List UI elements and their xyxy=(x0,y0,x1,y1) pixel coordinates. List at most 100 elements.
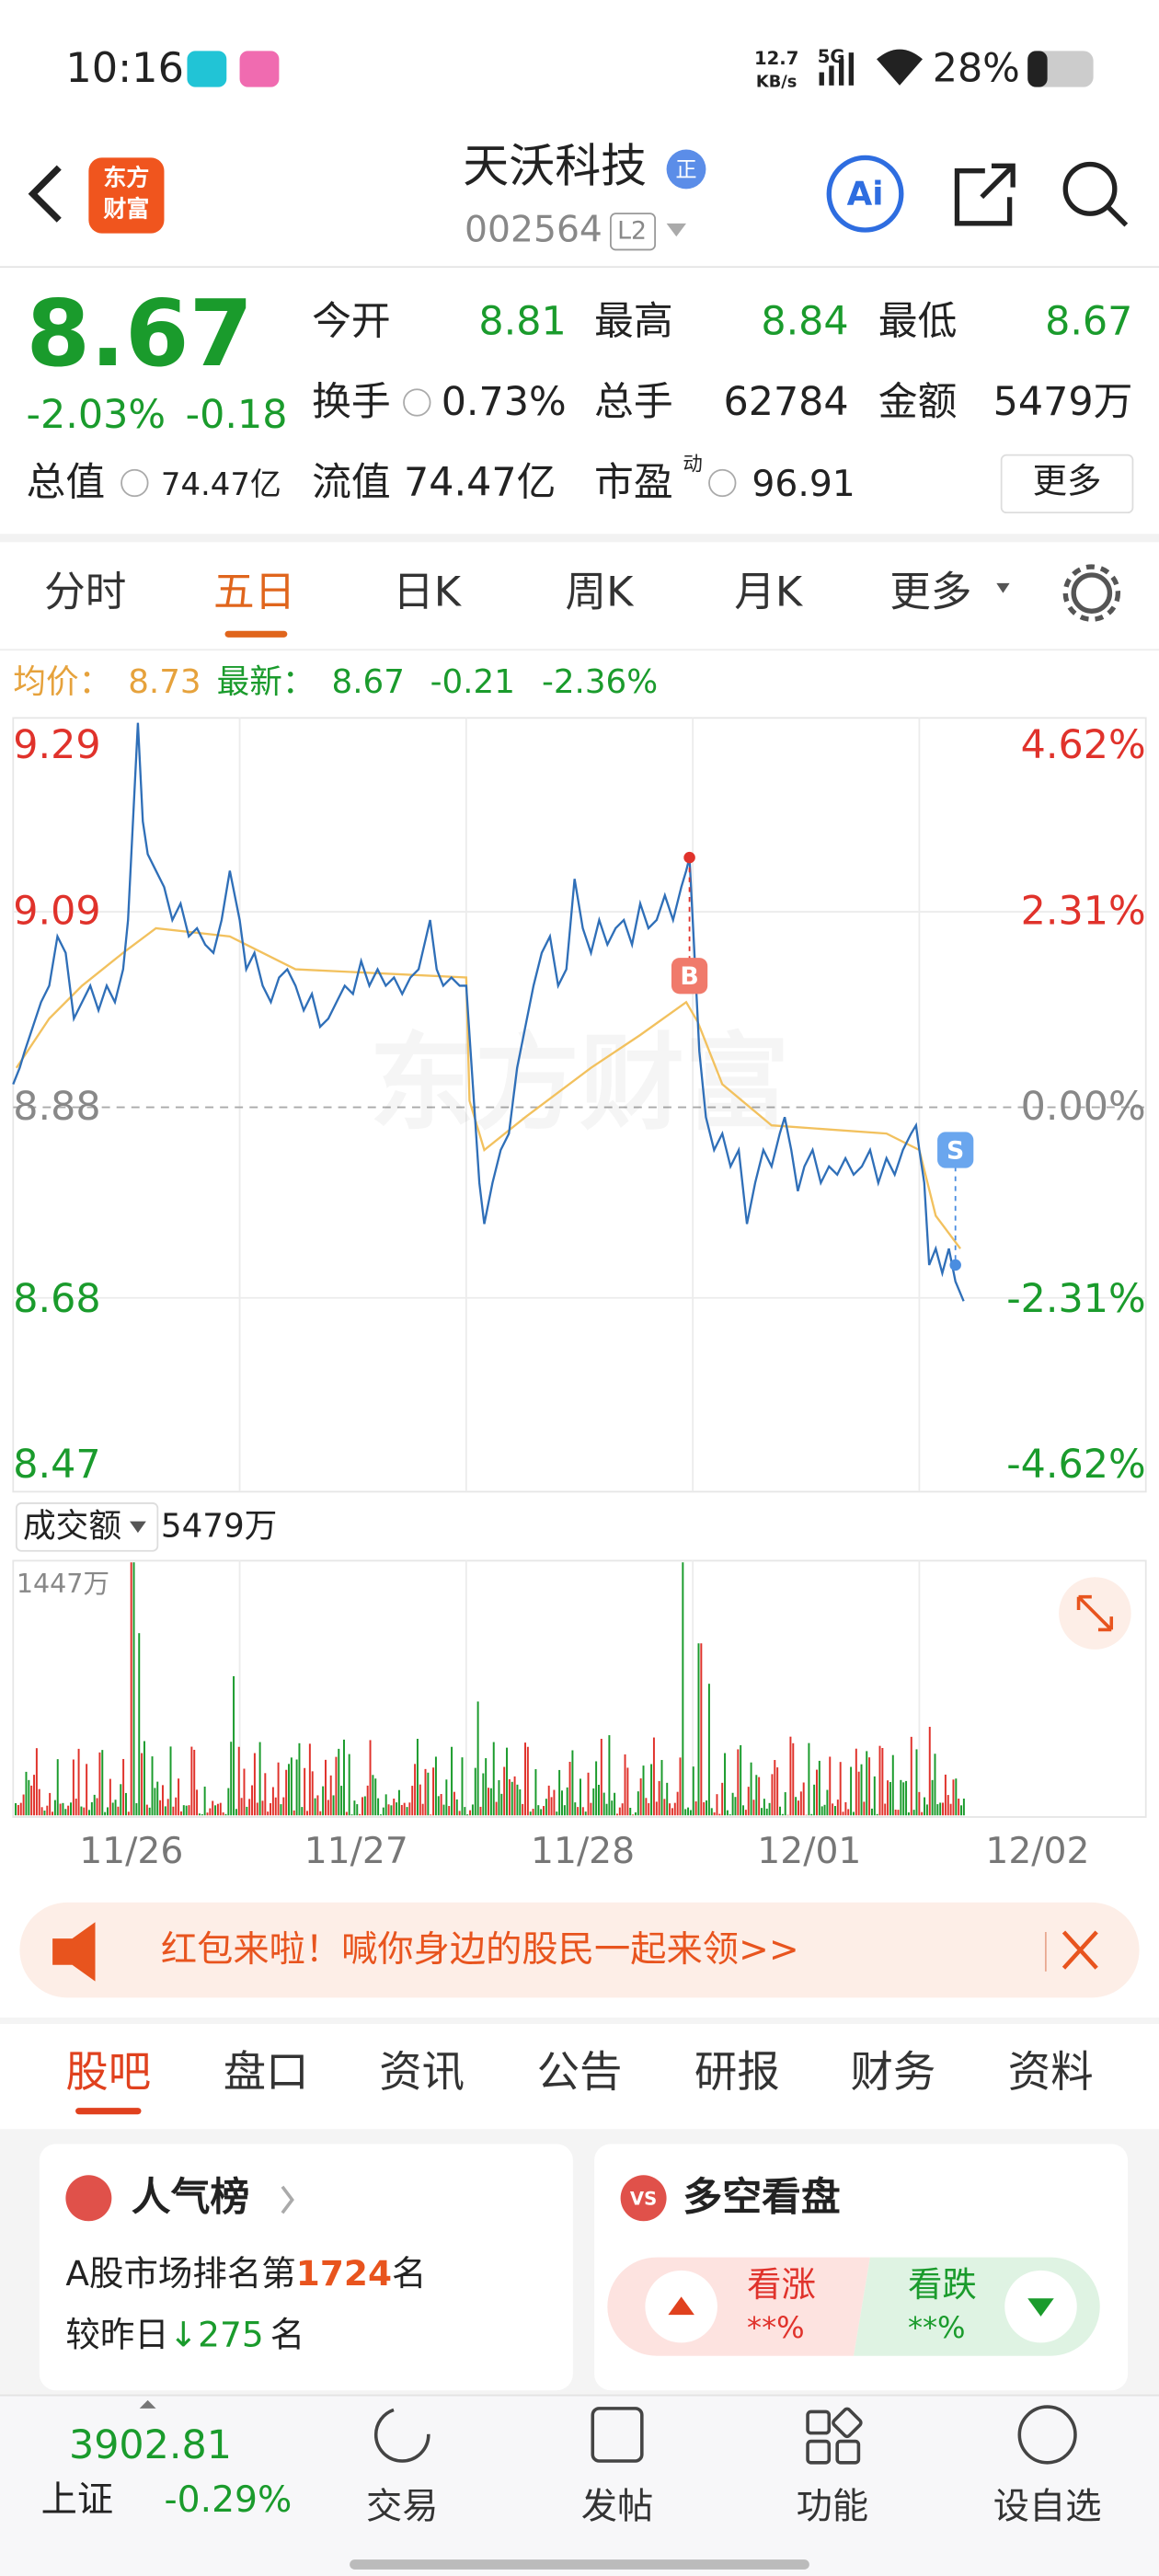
volume-bar xyxy=(534,1769,537,1816)
section-tab[interactable]: 资讯 xyxy=(379,2047,465,2097)
chart-tab[interactable]: 周K xyxy=(565,568,635,615)
volume-bar xyxy=(437,1796,440,1816)
pct-label: 0.00% xyxy=(1021,1084,1146,1130)
volume-bar xyxy=(132,1562,135,1816)
share[interactable] xyxy=(954,163,1016,226)
volume-bar xyxy=(164,1806,166,1816)
volume-bar xyxy=(540,1809,543,1816)
nav-button[interactable]: 交易 xyxy=(366,2486,439,2527)
nav-button[interactable]: 功能 xyxy=(797,2486,869,2527)
volume-bar xyxy=(293,1810,295,1816)
volume-bar xyxy=(482,1773,485,1816)
more-button[interactable] xyxy=(1000,454,1134,514)
section-tab[interactable]: 财务 xyxy=(850,2047,935,2097)
volume-bar xyxy=(172,1806,175,1816)
volume-bar xyxy=(430,1814,432,1816)
price-label: 8.47 xyxy=(13,1442,100,1488)
volume-bar xyxy=(597,1785,600,1816)
text: A股市场排名第 xyxy=(65,2253,295,2294)
volume-bar xyxy=(921,1811,924,1816)
close[interactable] xyxy=(1061,1930,1098,1970)
volume-bar xyxy=(621,1803,624,1816)
volume-bar xyxy=(403,1802,406,1816)
rank-change-line: 较昨日↓275 名 xyxy=(65,2314,304,2354)
volume-bar xyxy=(458,1811,461,1816)
volume-bar xyxy=(359,1813,361,1816)
ai-text: Ai xyxy=(847,175,884,213)
volume-bar xyxy=(427,1772,430,1816)
chart-tab[interactable]: 月K xyxy=(734,568,804,615)
volume-bar xyxy=(776,1767,779,1816)
section-tab[interactable]: 公告 xyxy=(537,2047,623,2097)
volume-bar xyxy=(350,1814,353,1816)
card-title: 人气榜 xyxy=(132,2175,249,2221)
volume-bar xyxy=(148,1807,151,1816)
volume-bar xyxy=(138,1633,141,1816)
volume-bar xyxy=(936,1804,939,1816)
pct-label: 2.31% xyxy=(1021,888,1146,934)
search[interactable] xyxy=(1062,161,1118,216)
volume-bar xyxy=(532,1809,534,1816)
volume-bar xyxy=(645,1798,648,1816)
volume-bar xyxy=(319,1811,322,1816)
volume-bar xyxy=(274,1797,277,1816)
volume-bar xyxy=(17,1804,19,1816)
time: 10:16 xyxy=(65,44,184,92)
volume-bar xyxy=(400,1804,403,1816)
volume-bar xyxy=(925,1804,928,1816)
volume-bar xyxy=(718,1813,721,1816)
nav-button[interactable]: 发帖 xyxy=(581,2486,654,2527)
volume-bar xyxy=(897,1810,900,1816)
value: 74.47亿 xyxy=(161,466,281,502)
volume-bar xyxy=(345,1811,348,1816)
volume-bar xyxy=(498,1780,500,1816)
shape xyxy=(806,2439,832,2465)
chart-tab[interactable]: 更多 xyxy=(889,568,971,615)
volume-bar xyxy=(159,1800,162,1816)
volume-bar xyxy=(485,1758,488,1816)
chart-tab[interactable]: 日K xyxy=(393,568,463,615)
section-tab[interactable]: 资料 xyxy=(1008,2047,1094,2097)
volume-bar xyxy=(390,1805,393,1816)
shape xyxy=(848,52,855,86)
chart-tab[interactable]: 分时 xyxy=(44,568,126,615)
volume-bar xyxy=(271,1787,274,1816)
volume-bar xyxy=(56,1759,59,1816)
volume-bar xyxy=(626,1767,629,1816)
volume-bar xyxy=(96,1798,98,1816)
avg: 8.73 xyxy=(128,663,201,701)
volume-selector[interactable] xyxy=(15,1502,159,1552)
volume-bar xyxy=(955,1778,958,1816)
volume-bar xyxy=(416,1739,419,1816)
volume-bar xyxy=(813,1784,816,1816)
volume-bar xyxy=(873,1776,876,1816)
section-tab[interactable]: 股吧 xyxy=(65,2047,151,2097)
chart-tab[interactable]: 五日 xyxy=(213,568,295,615)
volume-bar xyxy=(267,1811,270,1816)
date-label: 11/26 xyxy=(79,1831,183,1872)
section-tab[interactable]: 盘口 xyxy=(224,2047,309,2097)
volume-bar xyxy=(716,1794,718,1816)
buy-text: B xyxy=(680,962,698,991)
card[interactable] xyxy=(39,2144,573,2391)
tab-underline xyxy=(224,630,288,638)
volume-bar xyxy=(706,1800,708,1816)
volume-bar xyxy=(870,1808,873,1816)
nav-button[interactable]: 设自选 xyxy=(993,2486,1102,2527)
banner[interactable] xyxy=(19,1902,1140,1998)
ai-button[interactable] xyxy=(826,155,904,233)
back[interactable] xyxy=(28,165,62,223)
volume-bar xyxy=(522,1803,524,1816)
volume-bar xyxy=(382,1807,384,1816)
settings[interactable] xyxy=(1071,572,1113,614)
volume-bar xyxy=(592,1788,595,1816)
volume-bar xyxy=(90,1801,93,1816)
price-line xyxy=(12,722,965,1302)
group xyxy=(15,1562,965,1816)
volume-bar xyxy=(49,1792,52,1816)
divider xyxy=(0,266,1159,269)
volume-bar xyxy=(581,1807,584,1816)
section-tab[interactable]: 研报 xyxy=(694,2047,780,2097)
volume-bar xyxy=(198,1813,201,1816)
